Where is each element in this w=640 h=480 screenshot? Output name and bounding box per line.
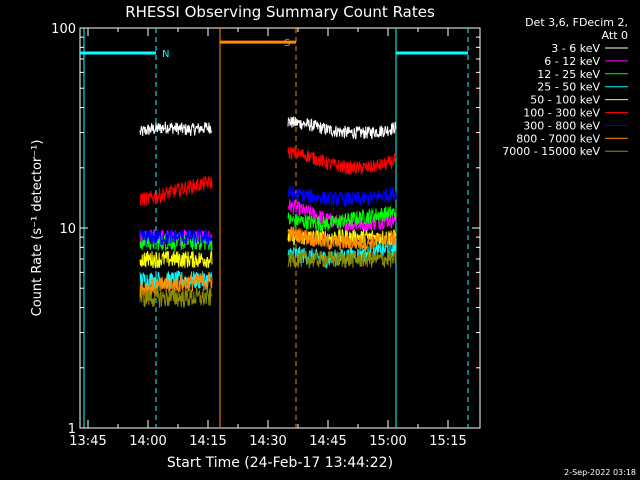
- series-line: [139, 271, 213, 299]
- x-tick-label: 14:45: [309, 434, 346, 449]
- series-line: [139, 286, 213, 309]
- annotation-layer: NS: [80, 28, 469, 428]
- x-tick-label: 14:15: [189, 434, 226, 449]
- series-7: [139, 184, 397, 247]
- x-tick-label: 14:00: [129, 434, 166, 449]
- y-tick-label: 10: [59, 222, 76, 237]
- legend-label: 25 - 50 keV: [537, 81, 600, 94]
- legend-label: 6 - 12 keV: [544, 55, 600, 68]
- annotation-n-label: N: [162, 49, 169, 60]
- series-line: [139, 250, 213, 269]
- legend-header-line: Att 0: [602, 29, 628, 42]
- series-line: [287, 226, 397, 251]
- x-tick-label: 15:15: [429, 434, 466, 449]
- series-line: [139, 175, 213, 207]
- series-line: [139, 228, 213, 247]
- legend-label: 800 - 7000 keV: [516, 132, 600, 145]
- legend-label: 3 - 6 keV: [551, 42, 600, 55]
- series-line: [287, 116, 397, 140]
- legend-label: 7000 - 15000 keV: [502, 145, 600, 158]
- x-axis-label: Start Time (24-Feb-17 13:44:22): [167, 455, 393, 471]
- timestamp-label: 2-Sep-2022 03:18: [564, 468, 636, 477]
- series-layer: [139, 116, 397, 309]
- series-line: [287, 184, 397, 207]
- y-tick-label: 1: [68, 422, 76, 437]
- legend-label: 50 - 100 keV: [530, 94, 600, 107]
- series-line: [287, 250, 397, 269]
- x-tick-label: 13:45: [69, 434, 106, 449]
- series-line: [287, 206, 397, 232]
- chart-title: RHESSI Observing Summary Count Rates: [125, 3, 435, 21]
- legend-label: 100 - 300 keV: [523, 107, 600, 120]
- series-1: [139, 116, 397, 140]
- legend-header-line: Det 3,6, FDecim 2,: [525, 16, 628, 29]
- annotation-s-label: S: [284, 38, 290, 49]
- y-axis-label: Count Rate (s⁻¹ detector⁻¹): [30, 140, 45, 317]
- series-9: [139, 250, 397, 309]
- axes-layer: 13:45 14:00 14:15 14:30 14:45 15:00 15:15 1 10 10…: [51, 22, 480, 449]
- series-line: [287, 146, 397, 176]
- legend-label: 12 - 25 keV: [537, 68, 600, 81]
- x-tick-label: 15:00: [369, 434, 406, 449]
- series-line: [139, 121, 213, 137]
- series-8: [139, 226, 397, 299]
- y-tick-label: 100: [51, 22, 76, 37]
- x-tick-label: 14:30: [249, 434, 286, 449]
- series-6: [139, 146, 397, 207]
- legend-label: 300 - 800 keV: [523, 119, 600, 132]
